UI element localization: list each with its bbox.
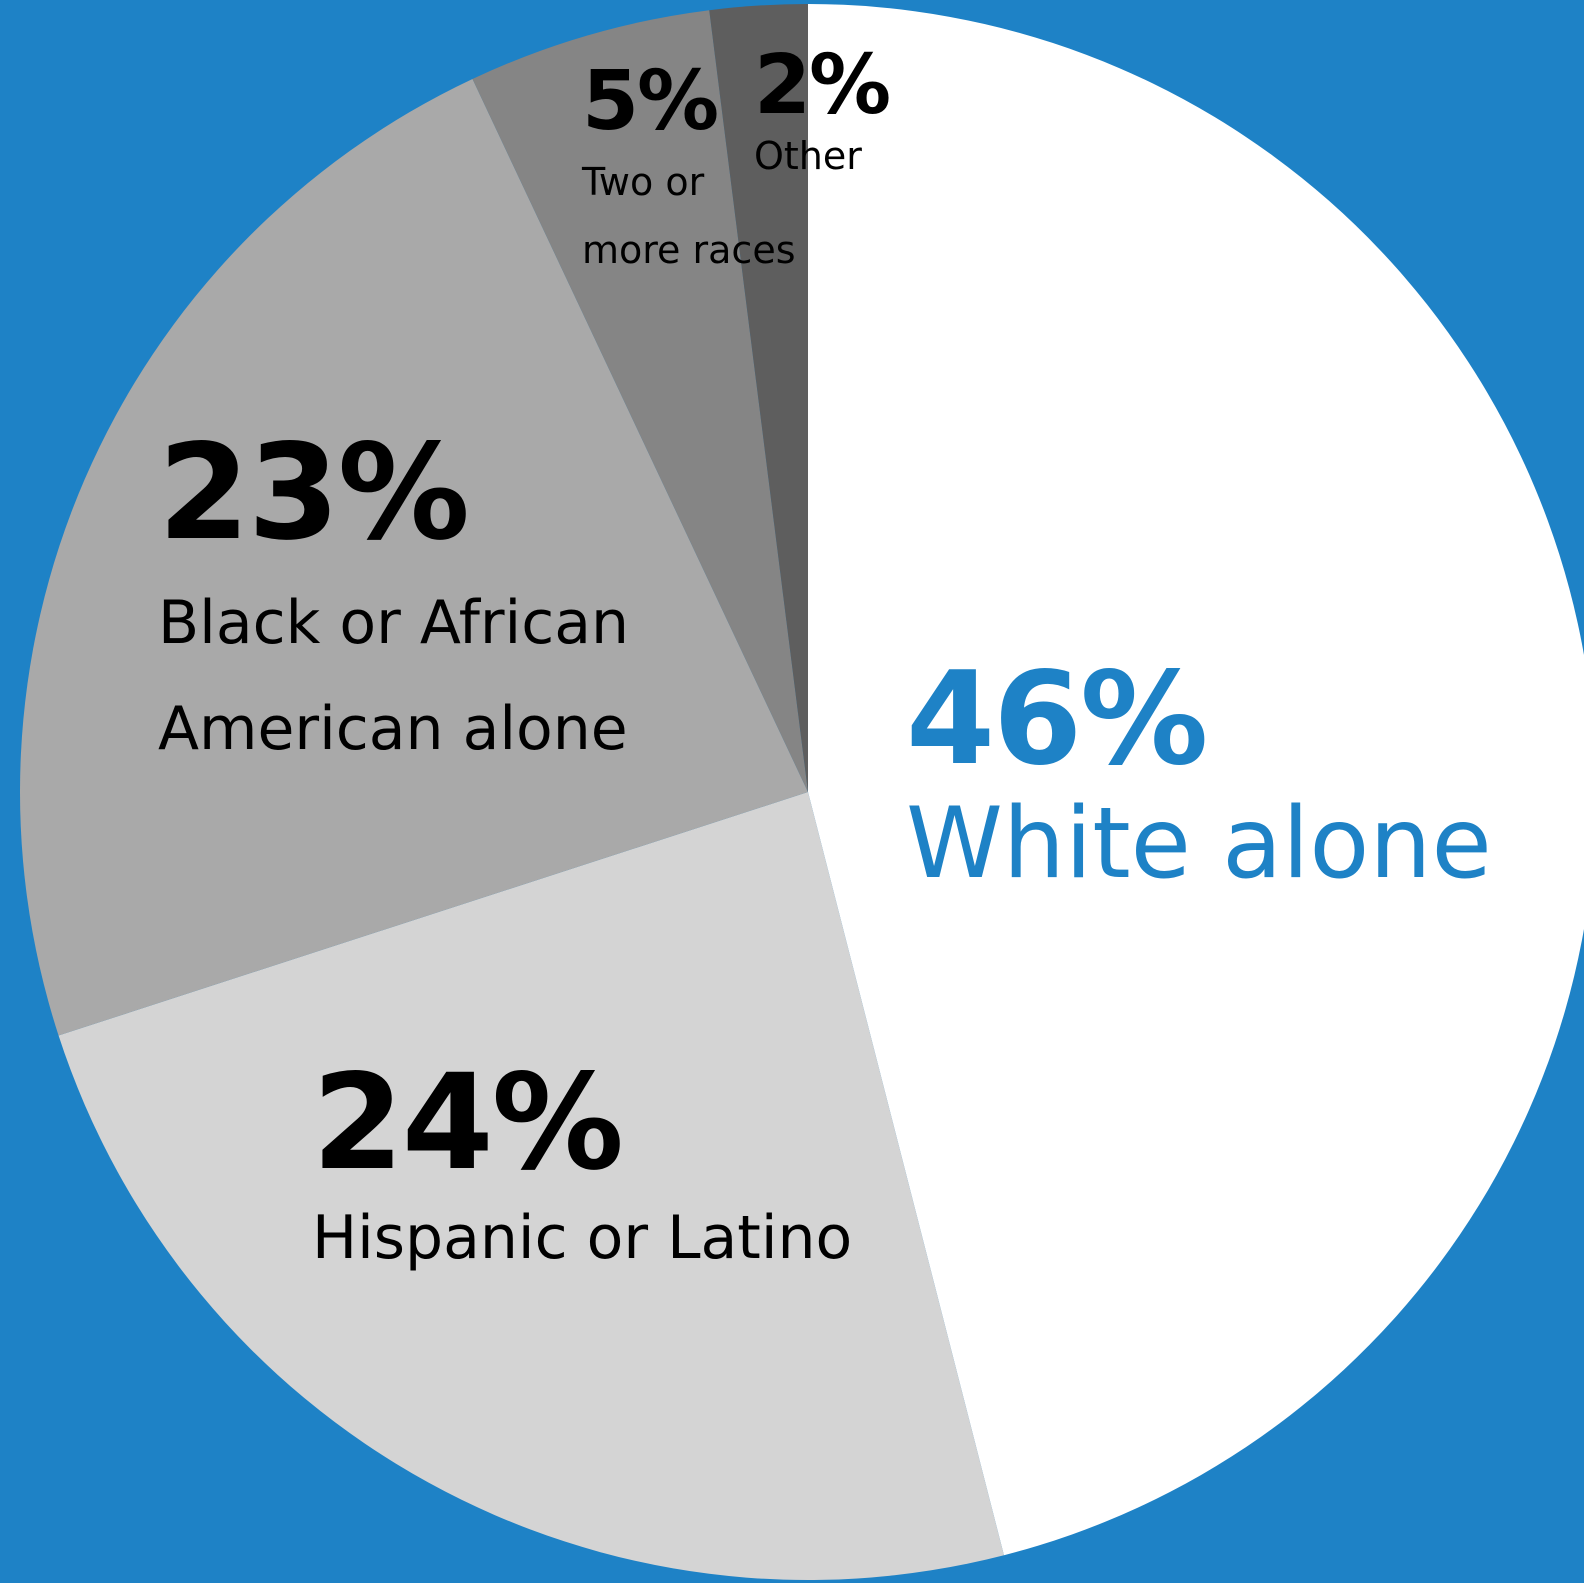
pct-hispanic: 24% [312, 1046, 624, 1200]
pct-other: 2% [754, 38, 891, 133]
label-black: 23% Black or African American alone [158, 422, 629, 782]
pct-black: 23% [158, 416, 470, 570]
name-black-line2: American alone [158, 694, 628, 764]
name-other: Other [754, 134, 862, 178]
name-multi-line2: more races [582, 228, 796, 272]
name-black-line1: Black or African [158, 588, 630, 658]
pct-multi: 5% [582, 54, 719, 149]
pie-slices [19, 3, 1584, 1580]
name-multi-line1: Two or [582, 160, 705, 204]
pie-slice-hispanic [58, 792, 1004, 1580]
label-hispanic: 24% Hispanic or Latino [312, 1052, 852, 1274]
label-multi: 5% Two or more races [582, 56, 796, 284]
name-hispanic: Hispanic or Latino [312, 1203, 853, 1273]
label-other: 2% Other [754, 38, 891, 180]
pie-slice-other [709, 3, 808, 792]
pie-slice-multi [472, 10, 808, 792]
label-white: 46% White alone [906, 645, 1492, 901]
name-white: White alone [906, 787, 1492, 901]
pie-slice-white [808, 4, 1584, 1556]
pie-slice-black [19, 78, 809, 1036]
pct-white: 46% [906, 645, 1208, 794]
